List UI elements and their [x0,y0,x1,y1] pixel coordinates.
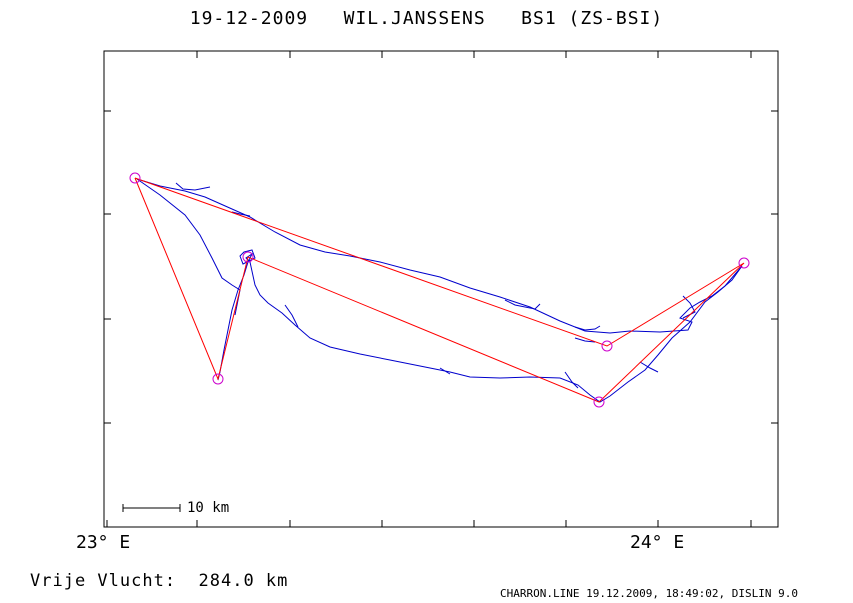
turnpoint-marker [129,172,141,184]
turnpoint-marker [242,251,254,263]
map-frame [103,50,779,528]
map-title: 19-12-2009 WIL.JANSSENS BS1 (ZS-BSI) [189,8,664,29]
turnpoint-marker [593,396,605,408]
axis-ticks [104,51,778,527]
x-tick-label-23e: 23° E [76,532,131,553]
scale-bar [122,504,181,512]
turnpoint-marker [738,257,750,269]
software-stamp: CHARRON.LINE 19.12.2009, 18:49:02, DISLI… [500,587,799,600]
turnpoint-marker [601,340,613,352]
x-tick-label-24e: 24° E [630,532,685,553]
scale-bar-label: 10 km [187,500,230,516]
flight-track [136,178,743,403]
turnpoint-marker [212,373,224,385]
free-flight-distance: Vrije Vlucht: 284.0 km [30,571,289,591]
task-lines [134,177,745,403]
turnpoints [129,172,750,408]
